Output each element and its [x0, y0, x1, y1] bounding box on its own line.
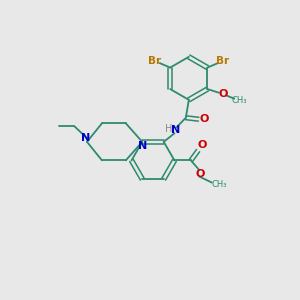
Text: CH₃: CH₃ — [231, 96, 247, 105]
Text: O: O — [195, 169, 205, 178]
Text: Br: Br — [216, 56, 230, 66]
Text: CH₃: CH₃ — [212, 179, 227, 188]
Text: O: O — [197, 140, 207, 150]
Text: O: O — [218, 89, 228, 100]
Text: N: N — [81, 133, 90, 143]
Text: O: O — [200, 114, 209, 124]
Text: Br: Br — [148, 56, 161, 66]
Text: N: N — [171, 125, 180, 135]
Text: N: N — [138, 141, 148, 151]
Text: H: H — [165, 124, 173, 134]
